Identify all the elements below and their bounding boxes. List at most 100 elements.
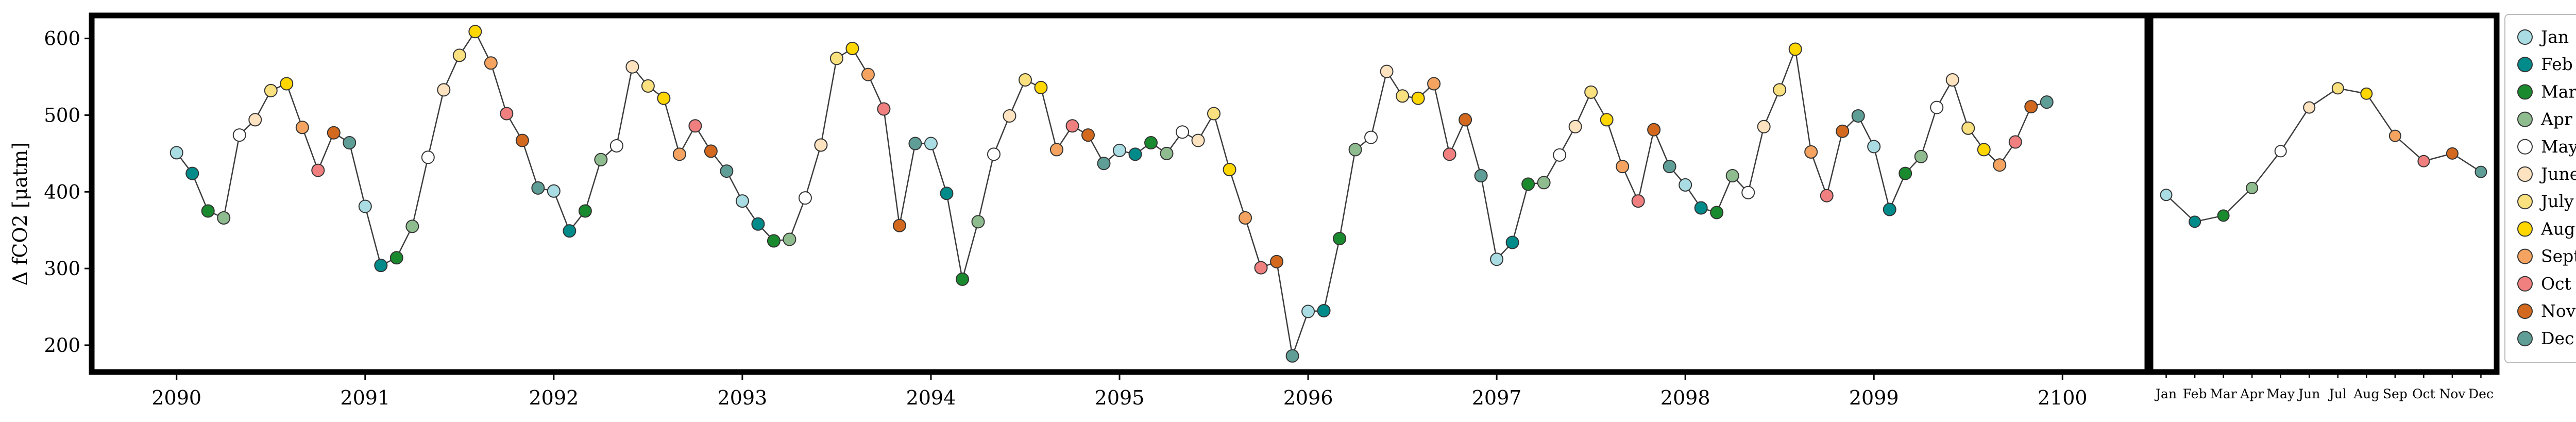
- x-tick-label: 2096: [1283, 386, 1333, 409]
- data-point: [547, 184, 561, 198]
- data-point: [1694, 201, 1708, 215]
- x-tick-label: Jan: [2154, 386, 2177, 401]
- data-point: [688, 119, 702, 133]
- data-point: [531, 181, 545, 195]
- data-point: [1003, 109, 1016, 123]
- data-point: [1427, 77, 1441, 91]
- data-point: [1820, 189, 1834, 202]
- data-point: [1270, 255, 1284, 268]
- y-tick-label: 600: [44, 28, 80, 50]
- data-point: [1474, 169, 1488, 183]
- legend-marker: [2517, 303, 2533, 319]
- data-point: [358, 199, 372, 213]
- data-point: [1128, 147, 1142, 161]
- data-point: [1301, 305, 1315, 318]
- data-point: [1899, 166, 1912, 180]
- data-point: [1144, 136, 1158, 150]
- data-point: [1977, 143, 1991, 157]
- y-axis-label: Δ fCO2 [μatm]: [9, 142, 31, 285]
- climatology-point: [2217, 209, 2230, 222]
- climatology-point: [2160, 189, 2173, 201]
- data-point: [484, 56, 498, 70]
- legend-marker: [2517, 139, 2533, 155]
- data-point: [971, 215, 985, 229]
- legend-box: [2504, 14, 2576, 363]
- data-point: [295, 121, 309, 134]
- legend-label: Nov: [2541, 301, 2576, 321]
- data-point: [1725, 169, 1739, 183]
- data-point: [609, 139, 623, 153]
- x-tick-label: Mar: [2210, 386, 2237, 401]
- legend-label: Sept: [2541, 246, 2576, 266]
- data-point: [1773, 83, 1787, 97]
- data-point: [1804, 145, 1818, 159]
- data-point: [1600, 113, 1614, 127]
- data-point: [1521, 177, 1535, 191]
- data-point: [343, 136, 357, 150]
- data-point: [1741, 185, 1755, 199]
- x-tick-label: 2093: [718, 386, 768, 409]
- data-point: [1333, 232, 1347, 246]
- climatology-x-axis-ticks: Jan Feb Mar Apr May Jun Jul Aug Sep Oct Nov Dec: [2154, 372, 2494, 401]
- data-point: [783, 232, 796, 246]
- data-point: [1049, 143, 1063, 157]
- data-point: [861, 67, 875, 81]
- legend-label: July: [2539, 191, 2574, 211]
- x-tick-label: Feb: [2183, 386, 2207, 401]
- climatology-point: [2274, 145, 2287, 158]
- x-tick-label: Jun: [2297, 386, 2320, 401]
- data-point: [672, 147, 686, 161]
- x-tick-label: 2097: [1472, 386, 1522, 409]
- data-point: [1191, 133, 1205, 147]
- data-point: [1081, 128, 1095, 142]
- data-point: [248, 113, 262, 127]
- data-point: [327, 126, 341, 140]
- data-point: [1113, 143, 1126, 157]
- data-point: [185, 166, 199, 180]
- data-point: [1411, 91, 1425, 105]
- series-line: [176, 30, 2047, 357]
- data-point: [170, 146, 183, 160]
- data-point: [1490, 252, 1504, 266]
- data-point: [2040, 95, 2054, 109]
- x-tick-label: May: [2266, 386, 2295, 401]
- data-point: [1961, 121, 1975, 135]
- data-point: [767, 234, 781, 248]
- climatology-point: [2360, 87, 2373, 100]
- legend-label: Oct: [2541, 274, 2571, 294]
- data-point: [829, 52, 843, 65]
- data-point: [1663, 160, 1676, 174]
- data-point: [1568, 120, 1582, 133]
- legend-marker: [2517, 57, 2533, 73]
- climatology-point: [2331, 82, 2344, 95]
- data-point: [232, 128, 246, 142]
- legend-label: Jan: [2539, 27, 2569, 47]
- y-tick-label: 400: [44, 181, 80, 203]
- data-point: [1348, 143, 1362, 157]
- data-point: [1679, 178, 1692, 192]
- data-point: [1757, 120, 1771, 133]
- data-point: [468, 25, 482, 39]
- data-point: [2008, 135, 2022, 149]
- data-point: [657, 91, 671, 105]
- legend-label: Apr: [2540, 109, 2572, 129]
- data-point: [1065, 119, 1079, 133]
- data-point: [563, 224, 577, 238]
- data-point: [908, 137, 922, 150]
- x-tick-label: Oct: [2412, 386, 2435, 401]
- legend-label: Feb: [2541, 54, 2573, 74]
- legend-marker: [2517, 29, 2533, 45]
- legend-marker: [2517, 276, 2533, 292]
- data-point: [578, 204, 592, 218]
- data-point: [389, 251, 403, 265]
- data-point: [1993, 158, 2007, 172]
- data-point: [1254, 261, 1268, 275]
- x-tick-label: 2091: [340, 386, 390, 409]
- data-point: [1647, 123, 1661, 137]
- main-x-axis-ticks: 2090 2091 2092 2093 2094 2095 2096 2097 2098 2099…: [151, 372, 2088, 409]
- climatology-point: [2189, 215, 2201, 228]
- data-point: [280, 77, 294, 91]
- legend-label: June: [2539, 164, 2576, 184]
- data-point: [1836, 124, 1850, 138]
- legend-label: Aug: [2540, 218, 2575, 239]
